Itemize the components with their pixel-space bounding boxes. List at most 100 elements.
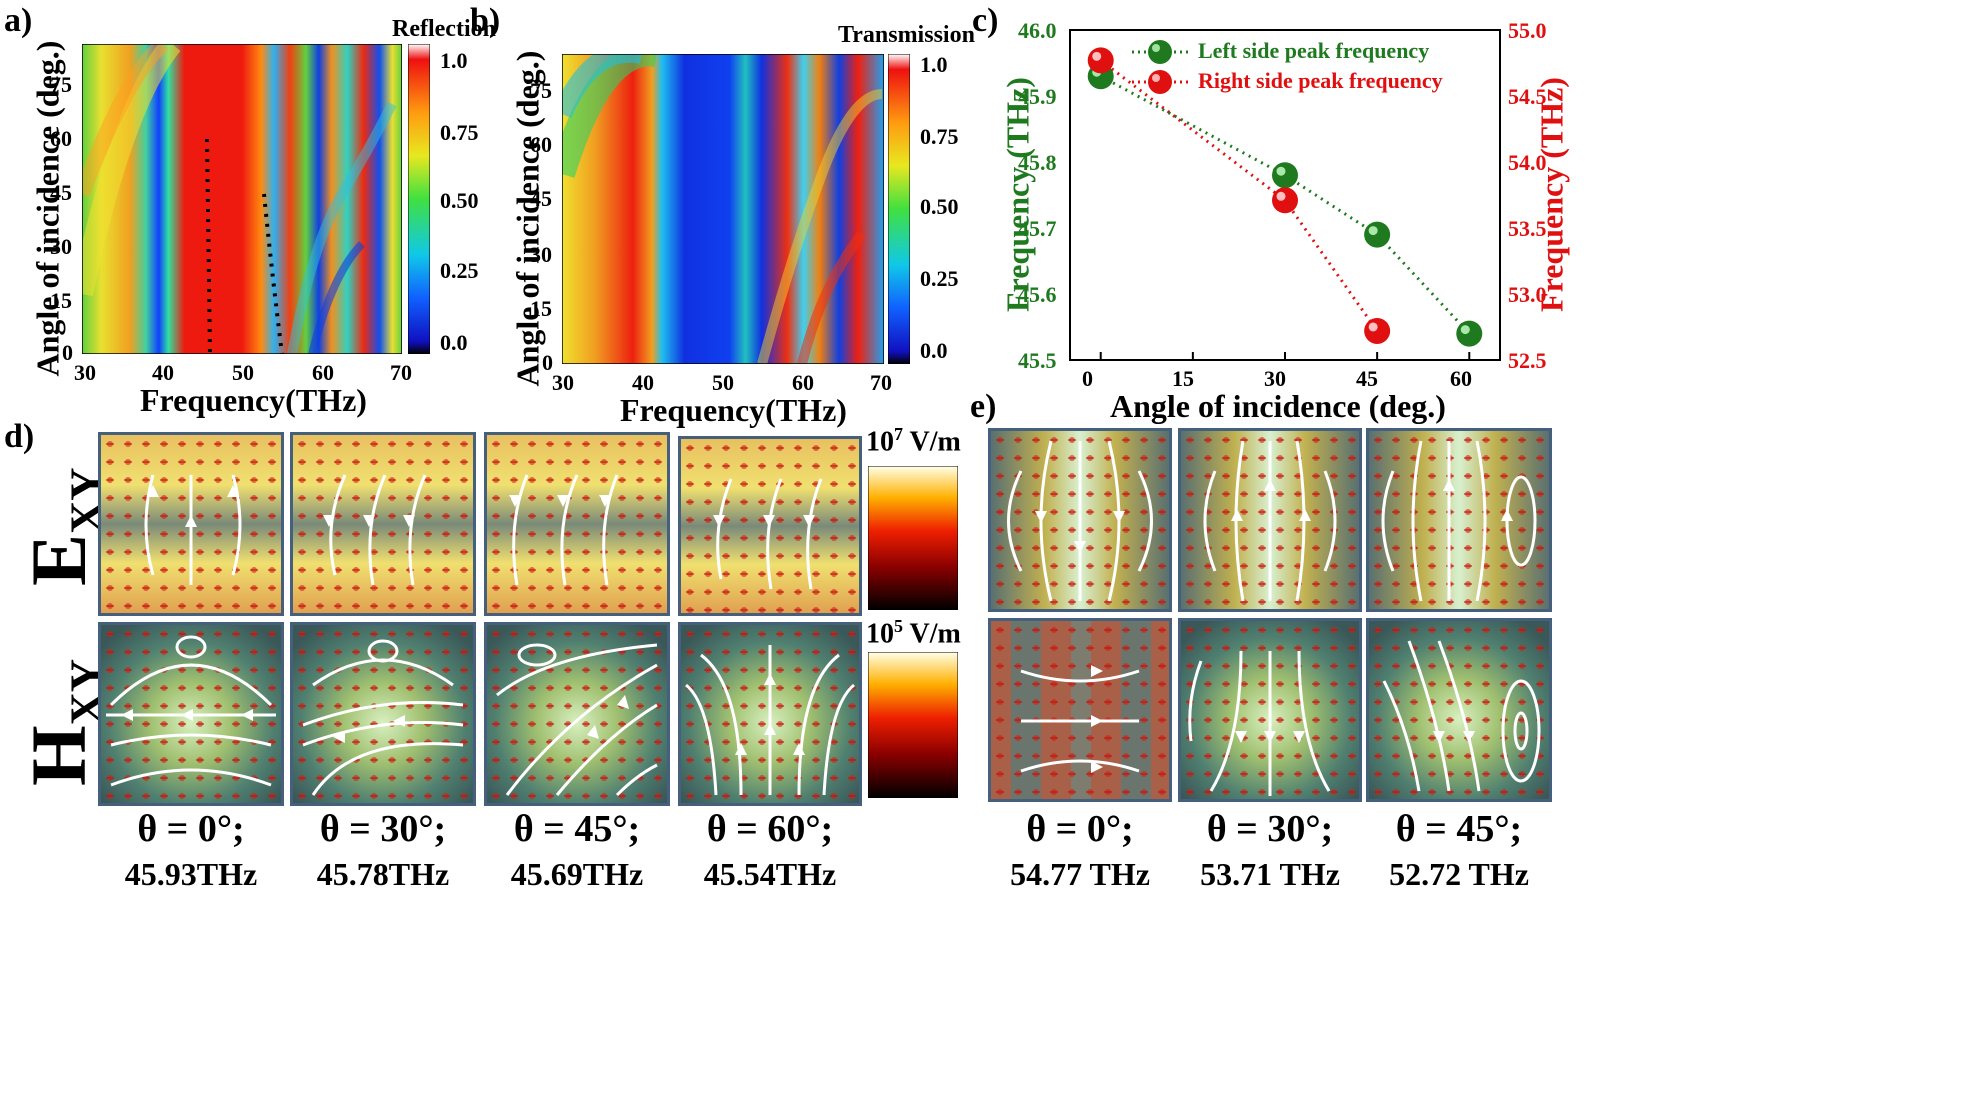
- reflection-colorbar: [408, 44, 430, 354]
- series-line-left-peak: [1100, 74, 1471, 335]
- caption-e2: θ = 30°; 53.71 THz: [1178, 806, 1362, 896]
- hxy-field-e1: [988, 618, 1172, 802]
- y-left-tick: 46.0: [1018, 18, 1057, 43]
- reflection-heatmap: [82, 44, 402, 354]
- caption-freq: 45.78THz: [316, 856, 450, 892]
- caption-angle: θ = 0°;: [137, 808, 245, 850]
- transmission-colorbar-title: Transmission: [838, 22, 975, 48]
- panel-c-xlabel: Angle of incidence (deg.): [1110, 388, 1446, 424]
- data-point-right-peak: [1087, 47, 1114, 74]
- exy-field-d3: [484, 432, 670, 616]
- cb-b-tick: 1.0: [920, 52, 948, 77]
- y-right-tick: 53.0: [1508, 282, 1547, 307]
- cb-b-tick: 0.50: [920, 194, 959, 219]
- panel-a-label: a): [4, 2, 33, 39]
- data-point-left-peak: [1364, 221, 1391, 248]
- exy-field-d2: [290, 432, 476, 616]
- y-tick: 45: [530, 186, 552, 211]
- cb-b-tick: 0.0: [920, 338, 948, 363]
- y-right-tick: 54.0: [1508, 150, 1547, 175]
- y-left-tick: 45.7: [1018, 216, 1057, 241]
- caption-e3: θ = 45°; 52.72 THz: [1366, 806, 1552, 896]
- scale-bottom-unit: V/m: [903, 618, 961, 650]
- caption-angle: θ = 60°;: [706, 808, 834, 850]
- scale-top-base: 10: [866, 426, 894, 458]
- cb-a-tick: 0.50: [440, 188, 479, 213]
- caption-d1: θ = 0°; 45.93THz: [98, 806, 284, 896]
- exy-field-e2: [1178, 428, 1362, 612]
- y-right-tick: 52.5: [1508, 348, 1547, 373]
- x-tick: 60: [312, 360, 334, 385]
- panel-e-label: e): [970, 388, 997, 425]
- row-label-exy-main: E: [15, 533, 102, 586]
- caption-angle: θ = 30°;: [319, 808, 447, 850]
- caption-freq: 45.93THz: [124, 856, 258, 892]
- cb-a-tick: 0.75: [440, 120, 479, 145]
- caption-d3: θ = 45°; 45.69THz: [484, 806, 670, 896]
- y-tick: 45: [50, 180, 72, 205]
- caption-d4: θ = 60°; 45.54THz: [678, 806, 862, 896]
- exy-field-e3: [1366, 428, 1552, 612]
- hxy-field-e3: [1366, 618, 1552, 802]
- cb-a-tick: 0.25: [440, 258, 479, 283]
- scale-top-label: 107 V/m: [866, 424, 961, 458]
- cb-a-tick: 1.0: [440, 48, 468, 73]
- hxy-field-d3: [484, 622, 670, 806]
- scale-bottom-base: 10: [866, 618, 894, 650]
- x-tick: 70: [390, 360, 412, 385]
- x-tick: 0: [1082, 366, 1093, 391]
- x-tick: 60: [792, 370, 814, 395]
- hxy-field-d2: [290, 622, 476, 806]
- panel-d-label: d): [4, 418, 35, 455]
- hxy-field-e2: [1178, 618, 1362, 802]
- y-tick: 0: [62, 340, 73, 365]
- caption-freq: 52.72 THz: [1389, 856, 1529, 892]
- cb-a-tick: 0.0: [440, 330, 468, 355]
- y-tick: 30: [530, 242, 552, 267]
- y-tick: 75: [530, 78, 552, 103]
- x-tick: 30: [74, 360, 96, 385]
- y-tick: 15: [50, 288, 72, 313]
- y-left-tick: 45.6: [1018, 282, 1057, 307]
- data-point-left-peak: [1272, 162, 1298, 189]
- y-tick: 15: [530, 296, 552, 321]
- data-point-right-peak: [1364, 317, 1391, 344]
- scale-top-unit: V/m: [903, 426, 961, 458]
- panel-c-label: c): [972, 2, 999, 39]
- x-tick: 30: [552, 370, 574, 395]
- caption-freq: 53.71 THz: [1200, 856, 1340, 892]
- x-tick: 70: [870, 370, 892, 395]
- transmission-heatmap: [562, 54, 884, 364]
- panel-c-ylabel-left: Frequency (THz): [999, 77, 1036, 312]
- y-tick: 60: [50, 126, 72, 151]
- exy-field-d1: [98, 432, 284, 616]
- h-field-colorbar: [868, 652, 958, 798]
- cb-b-tick: 0.25: [920, 266, 959, 291]
- caption-freq: 54.77 THz: [1010, 856, 1150, 892]
- x-tick: 40: [152, 360, 174, 385]
- caption-freq: 45.54THz: [703, 856, 837, 892]
- x-tick: 30: [1264, 366, 1286, 391]
- guide-line-right: [262, 193, 284, 354]
- hxy-field-d4: [678, 622, 862, 806]
- scale-bottom-label: 105 V/m: [866, 616, 961, 650]
- exy-field-d4: [678, 436, 862, 616]
- caption-angle: θ = 45°;: [513, 808, 641, 850]
- y-tick: 60: [530, 132, 552, 157]
- y-right-tick: 53.5: [1508, 216, 1547, 241]
- panel-b-label: b): [470, 2, 501, 39]
- caption-angle: θ = 45°;: [1395, 808, 1523, 850]
- legend-right-label: Right side peak frequency: [1198, 68, 1443, 93]
- data-point-left-peak: [1456, 320, 1483, 347]
- e-field-colorbar: [868, 466, 958, 610]
- x-tick: 60: [1450, 366, 1472, 391]
- panel-b-xlabel: Frequency(THz): [620, 392, 847, 428]
- reflection-colorbar-title: Reflection: [392, 16, 496, 42]
- cb-b-tick: 0.75: [920, 124, 959, 149]
- x-tick: 50: [712, 370, 734, 395]
- x-tick: 50: [232, 360, 254, 385]
- x-tick: 45: [1356, 366, 1378, 391]
- caption-d2: θ = 30°; 45.78THz: [290, 806, 476, 896]
- scale-bottom-exp: 5: [894, 616, 903, 636]
- caption-e1: θ = 0°; 54.77 THz: [988, 806, 1172, 896]
